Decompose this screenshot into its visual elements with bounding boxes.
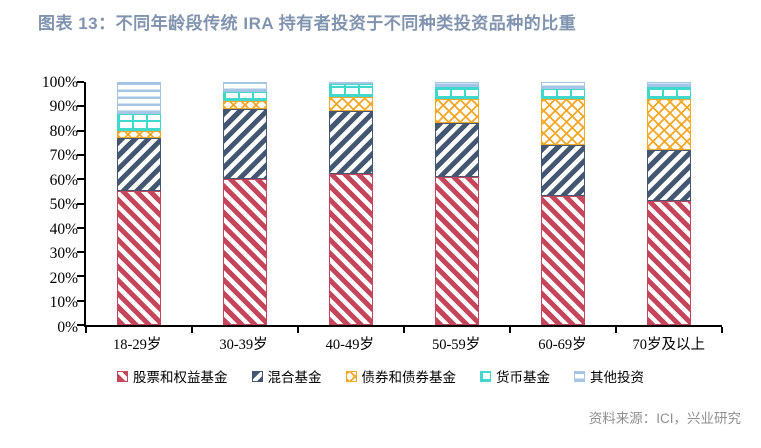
stacked-bar <box>117 82 161 325</box>
y-axis-tick-label: 50% <box>49 196 78 213</box>
x-axis: 18-29岁 30-39岁 40-49岁 50-59岁 60-69岁 70岁及以上 <box>84 333 722 354</box>
y-axis-tick-label: 90% <box>49 98 78 115</box>
x-axis-tick-mark <box>508 327 511 333</box>
legend-label: 其他投资 <box>590 370 644 385</box>
y-axis-tick-label: 0% <box>57 318 78 336</box>
x-axis-label: 30-39岁 <box>219 337 268 353</box>
bar-segment <box>117 137 161 192</box>
x-axis-tick-mark <box>296 327 299 333</box>
x-axis-tick-mark <box>85 327 87 333</box>
x-axis-tick-mark <box>403 327 405 333</box>
legend-label: 债券和债券基金 <box>361 370 457 385</box>
y-axis-tick-mark <box>77 178 84 181</box>
y-axis-tick-label: 10% <box>49 294 78 311</box>
y-axis-tick-mark <box>77 105 84 108</box>
y-axis-tick-label: 100% <box>41 73 78 91</box>
legend-item: 货币基金 <box>480 366 550 386</box>
bar-segment <box>647 86 691 100</box>
x-axis-tick-mark <box>721 327 723 333</box>
bar-segment <box>117 82 161 114</box>
stacked-bar <box>541 82 585 325</box>
legend-item: 股票和权益基金 <box>117 366 228 386</box>
bar-segment <box>647 82 691 87</box>
legend-item: 其他投资 <box>574 366 644 386</box>
y-axis-tick-mark <box>77 275 84 278</box>
legend-swatch-icon <box>574 370 585 382</box>
bar-segment <box>223 101 267 109</box>
legend-item: 混合基金 <box>251 366 322 386</box>
legend: 股票和权益基金 混合基金 债券和债券基金 货币基金 其他投资 <box>40 366 721 386</box>
bar-segment <box>223 82 267 92</box>
y-axis-tick-label: 20% <box>49 269 78 287</box>
stacked-bar <box>329 82 373 325</box>
legend-label: 股票和权益基金 <box>133 370 228 385</box>
bar-segment <box>117 113 161 131</box>
y-axis-tick-mark <box>77 251 84 254</box>
bar-segment <box>329 111 373 175</box>
bar-segment <box>541 99 585 146</box>
bar-segment <box>117 191 161 325</box>
bar-slot <box>298 82 404 325</box>
bar-segment <box>435 123 479 177</box>
bar-segment <box>647 150 691 202</box>
y-axis-tick-mark <box>77 81 84 83</box>
source-note: 资料来源：ICI，兴业研究 <box>588 411 741 426</box>
x-axis-tick-mark <box>190 327 193 333</box>
legend-label: 货币基金 <box>496 370 550 385</box>
bar-segment <box>435 82 479 87</box>
bar-segment <box>223 91 267 102</box>
bar-segment <box>329 96 373 112</box>
y-axis-tick-mark <box>77 226 84 229</box>
bar-slot <box>404 82 510 325</box>
stacked-bar <box>647 82 691 325</box>
stacked-bar <box>223 82 267 325</box>
chart-title: 图表 13：不同年龄段传统 IRA 持有者投资于不同种类投资品种的比重 <box>38 14 577 33</box>
bar-segment <box>329 82 373 85</box>
bar-slot <box>616 82 722 325</box>
bar-slot <box>192 82 298 325</box>
legend-swatch-icon <box>251 370 263 382</box>
y-axis-tick-mark <box>77 153 84 156</box>
y-axis-tick-label: 60% <box>49 171 78 189</box>
x-axis-label: 70岁及以上 <box>632 337 706 353</box>
y-axis: 0% 10% 20% 30% 40% 50% 60% 70% 80% 90% 100% <box>18 74 78 334</box>
y-axis-tick-label: 80% <box>49 122 78 140</box>
y-axis-tick-mark <box>77 202 84 205</box>
plot-area <box>77 81 723 333</box>
bar-segment <box>117 130 161 138</box>
bar-segment <box>435 99 479 124</box>
legend-swatch-icon <box>345 370 357 382</box>
bar-segment <box>223 108 267 180</box>
y-axis-tick-mark <box>77 324 84 326</box>
bar-segment <box>223 179 267 325</box>
y-axis-tick-label: 30% <box>49 245 78 262</box>
x-axis-label: 50-59岁 <box>431 337 481 353</box>
bar-segment <box>541 82 585 90</box>
bar-segment <box>329 84 373 97</box>
x-axis-label: 40-49岁 <box>325 337 374 353</box>
bar-segment <box>541 89 585 100</box>
bar-slot <box>510 82 616 325</box>
legend-swatch-icon <box>480 370 491 382</box>
legend-item: 债券和债券基金 <box>345 366 457 386</box>
bar-segment <box>541 196 585 325</box>
bar-slot <box>86 82 192 325</box>
bar-segment <box>435 86 479 100</box>
y-axis-tick-label: 70% <box>49 147 78 164</box>
bar-segment <box>329 174 373 325</box>
x-axis-label: 18-29岁 <box>112 337 162 353</box>
bar-segment <box>541 145 585 197</box>
x-axis-label: 60-69岁 <box>538 337 587 353</box>
bar-segment <box>647 201 691 325</box>
bar-segment <box>435 176 479 325</box>
y-axis-tick-mark <box>77 299 84 302</box>
legend-label: 混合基金 <box>267 370 322 385</box>
x-axis-tick-mark <box>615 327 617 333</box>
y-axis-tick-mark <box>77 129 84 132</box>
legend-swatch-icon <box>117 370 128 382</box>
stacked-bar <box>435 82 479 325</box>
y-axis-tick-label: 40% <box>49 220 78 238</box>
bar-segment <box>647 99 691 151</box>
